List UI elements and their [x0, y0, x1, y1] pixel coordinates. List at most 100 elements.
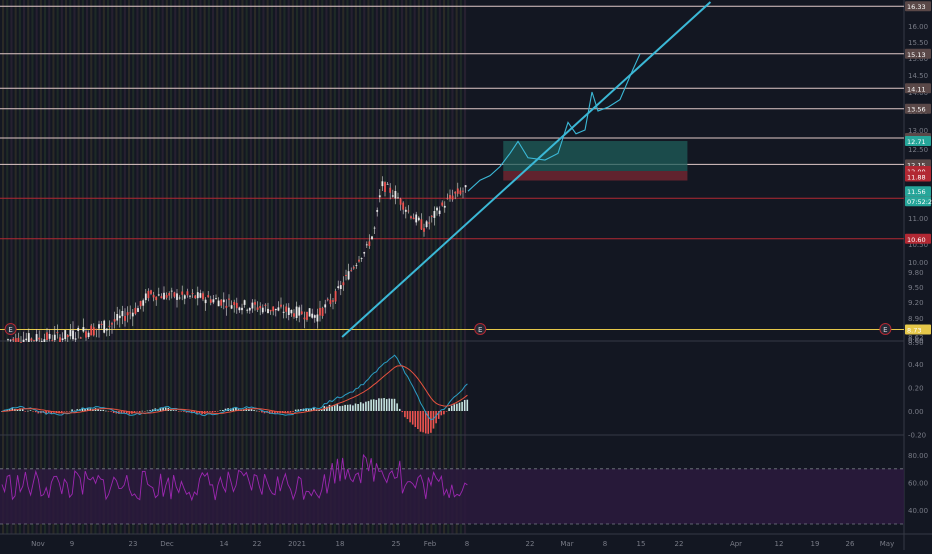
candle [462, 190, 464, 192]
macd-histogram-bar [29, 410, 32, 411]
macd-histogram-bar [320, 408, 323, 411]
session-stripe [174, 0, 177, 534]
macd-histogram-bar [430, 411, 432, 433]
earnings-marker[interactable] [474, 323, 487, 335]
time-tick-label: 25 [392, 540, 401, 548]
candle [25, 338, 28, 340]
price-badge[interactable] [905, 233, 931, 244]
time-tick-label: Dec [160, 540, 174, 548]
session-stripe [447, 0, 450, 534]
price-badge[interactable] [905, 171, 931, 182]
session-stripe [203, 0, 206, 534]
macd-histogram-bar [84, 408, 86, 411]
candle [308, 308, 311, 317]
time-tick-label: 19 [811, 540, 820, 548]
macd-histogram-bar [318, 409, 320, 411]
macd-histogram-bar [172, 410, 175, 411]
macd-histogram-bar [253, 410, 255, 411]
session-stripe [270, 0, 273, 534]
macd-tick-label: 0.20 [908, 384, 924, 392]
candle [134, 307, 137, 314]
candle [251, 302, 254, 309]
candle [332, 300, 334, 302]
macd-histogram-bar [380, 398, 383, 411]
price-badge[interactable] [905, 103, 931, 114]
candle [246, 309, 249, 311]
session-stripe [60, 0, 63, 534]
macd-histogram-bar [268, 411, 271, 414]
macd-pane[interactable] [1, 354, 469, 434]
price-badge[interactable] [905, 83, 931, 94]
rsi-line [1, 453, 468, 502]
price-tick-label: 10.50 [908, 241, 928, 249]
candle [20, 342, 22, 343]
projection-target-zone[interactable] [503, 141, 688, 171]
projection-path[interactable] [467, 53, 641, 192]
macd-histogram-bar [401, 411, 404, 413]
price-badge[interactable] [905, 186, 931, 197]
time-tick-label: Feb [424, 540, 437, 548]
candle [423, 228, 425, 232]
macd-histogram-bar [107, 411, 110, 412]
macd-histogram-bar [284, 411, 287, 414]
session-stripe [312, 0, 315, 534]
candle [9, 339, 12, 341]
macd-histogram-bar [180, 411, 183, 412]
candle [157, 294, 160, 296]
price-badge[interactable] [905, 136, 931, 146]
candle [189, 295, 191, 297]
session-stripe [329, 0, 332, 534]
session-stripe [195, 0, 198, 534]
candle [363, 252, 366, 254]
rsi-tick-label: 80.00 [908, 452, 928, 460]
trendline[interactable] [341, 1, 712, 338]
candle [48, 334, 51, 339]
macd-histogram-bar [97, 408, 99, 411]
candle [100, 323, 103, 325]
macd-histogram-bar [398, 408, 401, 411]
candle [243, 300, 246, 305]
candle [152, 294, 155, 298]
price-badge[interactable] [905, 1, 931, 12]
price-badge[interactable] [905, 196, 931, 207]
candle [316, 314, 319, 322]
candle [202, 293, 204, 300]
candle [90, 325, 93, 336]
session-stripe [191, 0, 194, 534]
candle [59, 337, 61, 342]
macd-histogram-bar [19, 408, 21, 411]
candle [105, 328, 108, 331]
session-stripe [27, 0, 30, 534]
projection-stop-zone[interactable] [503, 171, 688, 181]
macd-histogram-bar [250, 409, 253, 411]
session-stripe [2, 0, 5, 534]
candle [464, 185, 467, 188]
price-badge[interactable] [905, 324, 931, 335]
earnings-marker-label: E [8, 326, 12, 334]
session-stripe [199, 0, 202, 534]
candle [217, 300, 220, 307]
price-axis[interactable]: 16.0015.5015.0014.5014.0013.5013.0012.50… [905, 1, 932, 515]
time-axis[interactable]: Nov 9 23 Dec 14 22 2021 18 25 Feb 8 22 Mar 8 15 22 Apr 12… [31, 540, 894, 548]
time-tick-label: 18 [336, 540, 345, 548]
candle [14, 338, 17, 342]
macd-histogram-bar [346, 404, 349, 411]
earnings-marker[interactable] [4, 323, 17, 335]
macd-histogram-bar [214, 411, 216, 412]
macd-histogram-bar [128, 411, 131, 415]
candle [326, 299, 329, 301]
price-badge[interactable] [905, 48, 931, 59]
macd-histogram-bar [352, 405, 354, 411]
earnings-marker[interactable] [879, 323, 892, 335]
macd-histogram-bar [144, 411, 146, 412]
macd-histogram-bar [427, 411, 430, 434]
session-stripe [396, 0, 399, 534]
candle [12, 338, 15, 341]
macd-histogram-bar [63, 411, 66, 412]
candle [397, 197, 399, 199]
candle [17, 337, 20, 342]
rsi-pane[interactable] [0, 453, 904, 525]
